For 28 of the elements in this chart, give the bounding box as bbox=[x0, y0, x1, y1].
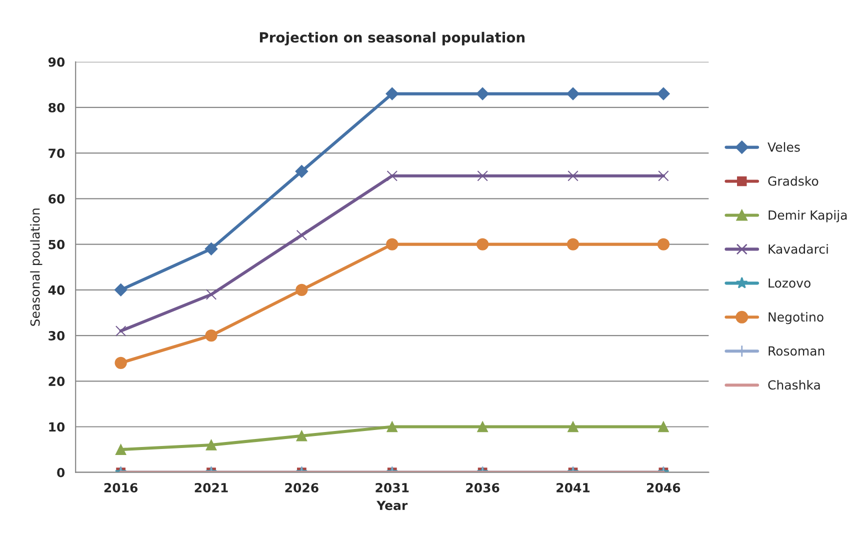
y-tick-label: 70 bbox=[48, 148, 65, 158]
y-axis-title: Seasonal poulation bbox=[30, 208, 42, 326]
legend-label: Kavadarci bbox=[768, 244, 828, 254]
chart-title: Projection on seasonal population bbox=[260, 32, 525, 46]
x-axis-title: Year bbox=[376, 500, 408, 510]
legend-label: Demir Kapija bbox=[768, 210, 847, 222]
y-tick-label: 90 bbox=[48, 57, 65, 67]
x-tick-label: 2046 bbox=[647, 483, 680, 492]
y-tick-label: 50 bbox=[48, 240, 65, 250]
legend-label: Chashka bbox=[768, 380, 820, 390]
legend-label: Rosoman bbox=[768, 346, 824, 356]
legend-label: Negotino bbox=[768, 312, 824, 324]
y-tick-label: 10 bbox=[49, 422, 65, 432]
x-tick-label: 2031 bbox=[376, 483, 409, 492]
y-tick-label: 30 bbox=[48, 331, 65, 340]
legend-label: Lozovo bbox=[768, 278, 810, 288]
x-tick-label: 2021 bbox=[194, 483, 228, 492]
y-tick-label: 0 bbox=[57, 468, 65, 478]
y-tick-label: 60 bbox=[48, 194, 65, 204]
legend-label: Veles bbox=[768, 142, 800, 152]
x-tick-label: 2026 bbox=[285, 483, 318, 492]
y-tick-label: 80 bbox=[48, 102, 65, 112]
x-tick-label: 2036 bbox=[466, 483, 500, 492]
legend-label: Gradsko bbox=[768, 176, 818, 186]
y-tick-label: 20 bbox=[48, 376, 65, 386]
x-tick-label: 2041 bbox=[556, 483, 590, 492]
y-tick-label: 40 bbox=[48, 285, 65, 295]
x-tick-label: 2016 bbox=[104, 483, 138, 492]
